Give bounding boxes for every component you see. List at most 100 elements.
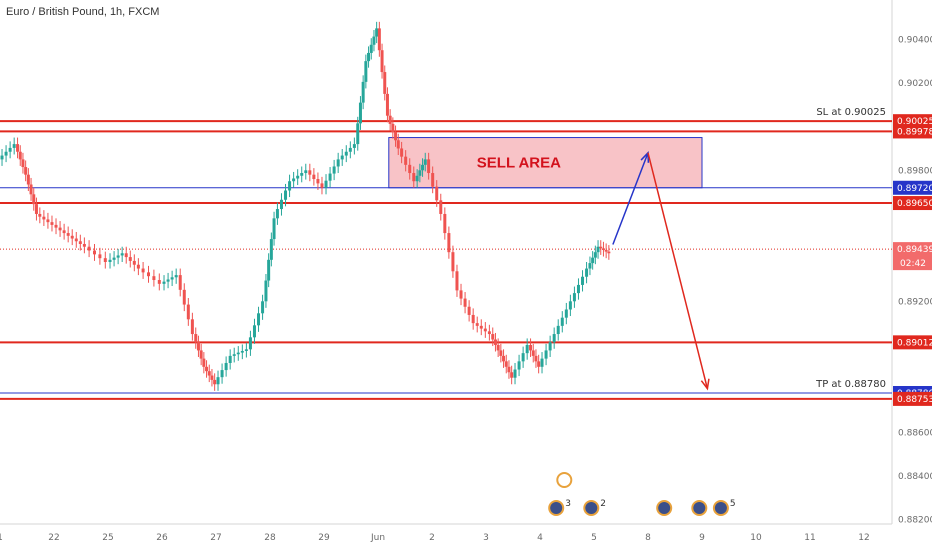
candle-body	[372, 36, 376, 45]
candle-body	[344, 151, 348, 156]
candle-body	[194, 334, 198, 343]
candle-body	[531, 350, 535, 356]
event-flag-icon	[583, 500, 600, 516]
candle-body	[475, 323, 479, 326]
candle-body	[141, 268, 145, 273]
support-1-badge	[893, 335, 932, 350]
candle-body	[502, 355, 506, 362]
candle-body	[296, 175, 300, 179]
candle-body	[377, 28, 381, 51]
candle-body	[205, 366, 209, 372]
support-1-price-label: 0.89012	[897, 338, 932, 348]
candle-body	[487, 331, 491, 335]
candle-body	[375, 28, 379, 37]
candle-body	[435, 186, 439, 201]
candle-body	[112, 257, 116, 260]
candle-body	[380, 50, 384, 73]
candle-body	[199, 350, 203, 359]
candle-body	[21, 159, 25, 168]
candle-body	[248, 337, 252, 350]
candle-body	[244, 349, 248, 351]
x-tick-label: 25	[102, 533, 113, 543]
candle-body	[340, 155, 344, 160]
candle-body	[202, 358, 206, 367]
candle-body	[599, 246, 603, 249]
candle-body	[174, 275, 178, 278]
candle-body	[228, 355, 232, 363]
candle-body	[369, 44, 373, 53]
candle-body	[182, 289, 186, 305]
candle-body	[66, 233, 70, 236]
candle-body	[196, 342, 200, 351]
sell-area-label: SELL AREA	[477, 155, 561, 172]
candle-body	[493, 339, 497, 345]
candle-body	[32, 194, 36, 205]
candle-body	[207, 371, 211, 376]
candle-body	[34, 204, 38, 214]
current-price-badge	[893, 242, 932, 271]
candle-body	[591, 257, 595, 264]
candle-body	[18, 151, 22, 160]
candle-body	[356, 123, 360, 145]
candle-body	[320, 183, 324, 188]
candle-body	[510, 372, 514, 378]
candle-body	[308, 170, 312, 175]
candle-body	[593, 252, 597, 258]
up-arrow	[612, 152, 649, 245]
event-flag-icon	[712, 500, 729, 516]
candle-body	[471, 314, 475, 324]
candle-body	[459, 290, 463, 299]
candle-body	[348, 147, 352, 152]
candle-body	[166, 279, 170, 282]
candle-body	[521, 353, 525, 362]
candle-body	[332, 166, 336, 174]
candle-body	[396, 140, 400, 149]
candle-body	[604, 249, 608, 252]
candle-body	[367, 52, 371, 62]
candle-body	[552, 334, 556, 343]
candle-body	[556, 325, 560, 335]
countdown-label: 02:42	[900, 259, 926, 269]
candle-body	[423, 159, 427, 165]
candle-body	[29, 184, 33, 195]
current-price-label: 0.89439	[897, 245, 932, 255]
candle-body	[279, 199, 283, 210]
candle-body	[364, 61, 368, 82]
candle-body	[186, 304, 190, 320]
candle-body	[576, 284, 580, 294]
candle-body	[236, 352, 240, 355]
candle-body	[292, 178, 296, 182]
candle-body	[120, 253, 124, 256]
candle-body	[316, 179, 320, 184]
candle-body	[128, 257, 132, 261]
y-tick-label: 0.88600	[898, 428, 932, 438]
candle-body	[136, 264, 140, 269]
candle-body	[42, 216, 46, 220]
x-tick-label: Jun	[370, 533, 385, 543]
candle-body	[46, 219, 50, 223]
event-count: 3	[565, 499, 571, 509]
candle-body	[455, 271, 459, 291]
candle-body	[412, 173, 416, 182]
x-tick-label: 5	[591, 533, 597, 543]
chart-title: Euro / British Pound, 1h, FXCM	[6, 6, 160, 18]
candle-body	[147, 272, 150, 277]
x-tick-label: 27	[210, 533, 221, 543]
candle-body	[548, 342, 552, 351]
candle-body	[190, 319, 194, 335]
candle-body	[232, 354, 236, 356]
x-tick-label: 1	[0, 533, 3, 543]
candle-body	[224, 362, 228, 371]
candle-body	[568, 301, 572, 310]
event-count: 2	[600, 499, 606, 509]
x-tick-label: 2	[429, 533, 435, 543]
candle-body	[257, 313, 261, 326]
candle-body	[108, 259, 112, 262]
y-tick-label: 0.88200	[898, 516, 932, 526]
candle-body	[8, 147, 12, 152]
flag-icon	[556, 472, 573, 488]
candle-body	[78, 241, 82, 244]
candle-body	[361, 81, 365, 103]
candle-body	[152, 276, 156, 281]
